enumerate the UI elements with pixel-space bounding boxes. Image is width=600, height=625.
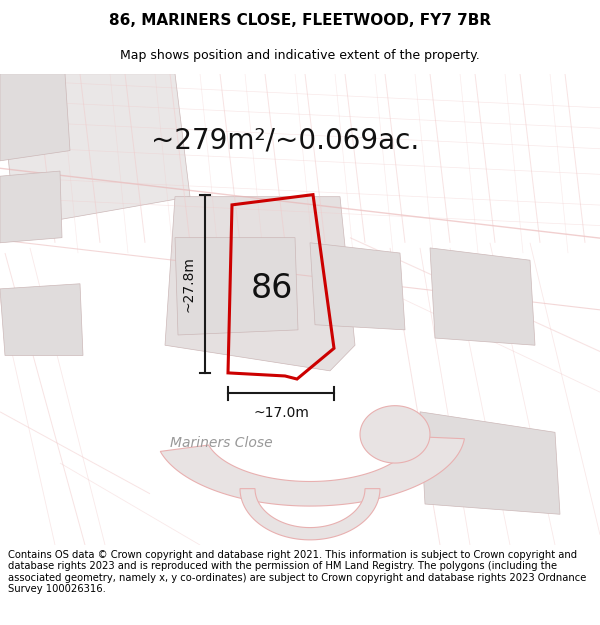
Text: ~27.8m: ~27.8m <box>181 256 195 312</box>
Polygon shape <box>360 406 430 463</box>
Text: ~17.0m: ~17.0m <box>253 406 309 419</box>
Text: Map shows position and indicative extent of the property.: Map shows position and indicative extent… <box>120 49 480 62</box>
Polygon shape <box>0 284 83 356</box>
Polygon shape <box>165 197 355 371</box>
Polygon shape <box>430 248 535 345</box>
Polygon shape <box>240 489 380 540</box>
Text: Mariners Close: Mariners Close <box>170 436 272 449</box>
Polygon shape <box>0 171 62 242</box>
Polygon shape <box>0 74 70 161</box>
Text: Contains OS data © Crown copyright and database right 2021. This information is : Contains OS data © Crown copyright and d… <box>8 549 586 594</box>
Text: 86, MARINERS CLOSE, FLEETWOOD, FY7 7BR: 86, MARINERS CLOSE, FLEETWOOD, FY7 7BR <box>109 13 491 28</box>
Polygon shape <box>420 412 560 514</box>
Polygon shape <box>0 74 190 228</box>
Polygon shape <box>160 437 464 506</box>
Polygon shape <box>310 242 405 330</box>
Text: 86: 86 <box>251 272 293 306</box>
Text: ~279m²/~0.069ac.: ~279m²/~0.069ac. <box>151 126 419 154</box>
Polygon shape <box>175 238 298 335</box>
